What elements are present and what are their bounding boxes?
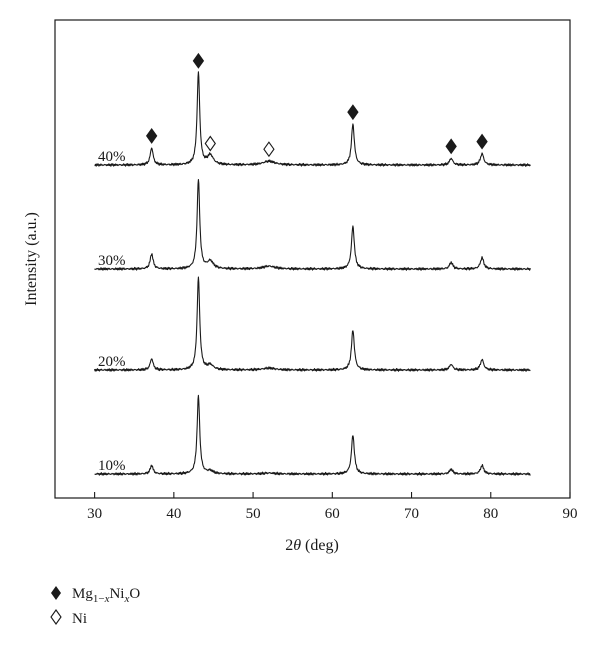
legend-item-mgnio: Mg1−xNixO bbox=[48, 583, 140, 607]
series-label: 40% bbox=[98, 149, 126, 165]
filled-diamond-icon bbox=[476, 133, 488, 150]
legend-label-ni: Ni bbox=[72, 610, 87, 627]
open-diamond-icon bbox=[204, 135, 216, 152]
peak-markers bbox=[145, 52, 488, 158]
series-labels: 10% 20% 30% 40% bbox=[98, 149, 126, 474]
plot-frame bbox=[54, 19, 571, 499]
series-label: 10% bbox=[98, 458, 126, 474]
series-line-20pct bbox=[94, 276, 531, 372]
series-line-10pct bbox=[94, 394, 531, 476]
open-diamond-icon bbox=[263, 141, 275, 158]
xrd-chart: 10% 20% 30% 40% 30 40 50 60 70 80 90 2θ (deg) Int… bbox=[23, 19, 578, 554]
legend: Mg1−xNixO Ni bbox=[48, 583, 140, 631]
series-label: 20% bbox=[98, 354, 126, 370]
legend-item-ni: Ni bbox=[48, 607, 140, 631]
x-tick-label: 90 bbox=[563, 506, 578, 522]
filled-diamond-icon bbox=[145, 127, 158, 144]
series-line-40pct bbox=[94, 71, 531, 167]
open-diamond-icon bbox=[48, 608, 64, 630]
x-tick-label: 30 bbox=[87, 506, 102, 522]
x-axis: 30 40 50 60 70 80 90 bbox=[87, 492, 578, 522]
series-line-30pct bbox=[94, 179, 531, 271]
x-tick-label: 80 bbox=[483, 506, 498, 522]
x-axis-label: 2θ (deg) bbox=[285, 537, 339, 554]
x-tick-label: 40 bbox=[166, 506, 181, 522]
x-tick-label: 50 bbox=[246, 506, 261, 522]
series-traces bbox=[94, 71, 531, 476]
filled-diamond-icon bbox=[445, 138, 457, 155]
series-label: 30% bbox=[98, 253, 126, 269]
filled-diamond-icon bbox=[347, 104, 359, 121]
x-tick-label: 60 bbox=[325, 506, 340, 522]
x-tick-label: 70 bbox=[404, 506, 419, 522]
filled-diamond-icon bbox=[48, 585, 64, 606]
filled-diamond-icon bbox=[192, 52, 205, 69]
legend-label-mgnio: Mg1−xNixO bbox=[72, 585, 141, 605]
y-axis-label: Intensity (a.u.) bbox=[23, 212, 40, 306]
